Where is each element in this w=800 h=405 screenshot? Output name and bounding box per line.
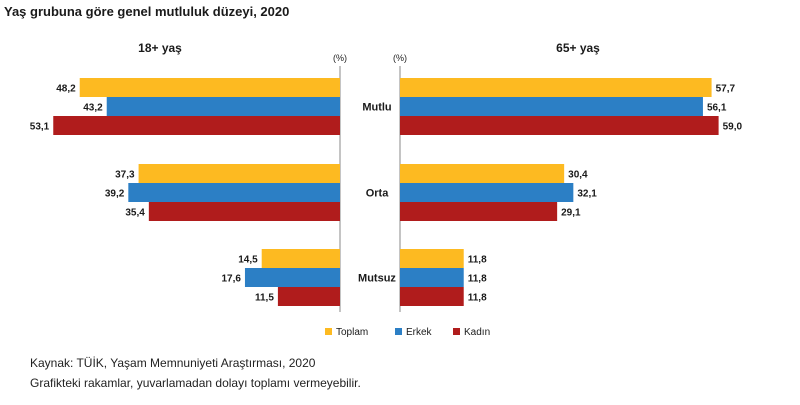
left-bar-erkek-mutlu <box>106 97 340 116</box>
left-value-label-toplam-orta: 37,3 <box>115 170 135 181</box>
panel-title-65: 65+ yaş <box>556 41 600 55</box>
right-bar-kad-n-orta <box>400 202 558 221</box>
right-value-label-toplam-orta: 30,4 <box>568 170 588 181</box>
right-unit-label: (%) <box>393 53 407 63</box>
legend-swatch-erkek <box>395 328 402 335</box>
left-value-label-kad-n-mutsuz: 11,5 <box>255 293 274 304</box>
right-bar-erkek-mutsuz <box>400 268 464 287</box>
right-value-label-kad-n-mutsuz: 11,8 <box>468 293 487 304</box>
right-value-label-erkek-mutsuz: 11,8 <box>468 274 487 285</box>
left-bar-toplam-mutsuz <box>261 249 340 268</box>
left-bar-toplam-orta <box>138 164 340 183</box>
right-value-label-erkek-orta: 32,1 <box>577 189 597 200</box>
category-label-mutlu: Mutlu <box>362 102 391 114</box>
category-label-mutsuz: Mutsuz <box>358 273 396 285</box>
legend-swatch-toplam <box>325 328 332 335</box>
right-bar-toplam-orta <box>400 164 565 183</box>
chart-title: Yaş grubuna göre genel mutluluk düzeyi, … <box>4 4 290 19</box>
right-bar-erkek-mutlu <box>400 97 703 116</box>
right-bar-kad-n-mutsuz <box>400 287 464 306</box>
source-note: Kaynak: TÜİK, Yaşam Memnuniyeti Araştırm… <box>30 356 316 370</box>
chart-area: (%) (%) 18+ yaş 65+ yaş Mutlu Orta Mutsuz 48,2 3… <box>30 41 743 338</box>
category-label-orta: Orta <box>366 188 390 200</box>
left-value-label-toplam-mutlu: 48,2 <box>56 84 76 95</box>
left-bar-toplam-mutlu <box>79 78 340 97</box>
left-bar-erkek-mutsuz <box>244 268 340 287</box>
legend-label-toplam: Toplam <box>336 327 368 338</box>
right-value-label-toplam-mutlu: 57,7 <box>716 84 736 95</box>
left-bar-erkek-orta <box>128 183 340 202</box>
right-value-label-toplam-mutsuz: 11,8 <box>468 255 487 266</box>
panel-title-18: 18+ yaş <box>138 41 182 55</box>
legend-label-erkek: Erkek <box>406 327 433 338</box>
left-bar-kad-n-mutsuz <box>277 287 340 306</box>
rounding-note: Grafikteki rakamlar, yuvarlamadan dolayı… <box>30 376 361 390</box>
right-bar-erkek-orta <box>400 183 574 202</box>
left-value-label-erkek-orta: 39,2 <box>105 189 125 200</box>
legend-swatch-kad-n <box>453 328 460 335</box>
left-value-label-erkek-mutsuz: 17,6 <box>221 274 241 285</box>
legend-label-kad-n: Kadın <box>464 327 490 338</box>
left-value-label-toplam-mutsuz: 14,5 <box>238 255 258 266</box>
left-value-label-kad-n-orta: 35,4 <box>125 208 145 219</box>
right-value-label-erkek-mutlu: 56,1 <box>707 103 727 114</box>
right-value-label-kad-n-mutlu: 59,0 <box>723 122 743 133</box>
left-value-label-erkek-mutlu: 43,2 <box>83 103 103 114</box>
left-value-label-kad-n-mutlu: 53,1 <box>30 122 50 133</box>
left-bar-kad-n-mutlu <box>53 116 340 135</box>
right-bar-toplam-mutlu <box>400 78 712 97</box>
left-unit-label: (%) <box>333 53 347 63</box>
right-value-label-kad-n-orta: 29,1 <box>561 208 581 219</box>
left-bar-kad-n-orta <box>148 202 340 221</box>
right-bar-toplam-mutsuz <box>400 249 464 268</box>
right-bar-kad-n-mutlu <box>400 116 719 135</box>
